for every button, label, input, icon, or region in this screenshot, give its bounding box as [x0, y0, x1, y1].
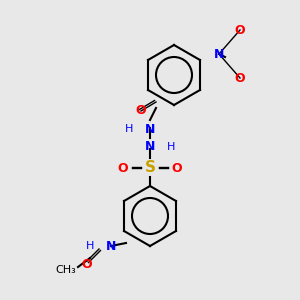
Text: N: N — [106, 239, 116, 253]
Text: O: O — [82, 257, 92, 271]
Text: O: O — [235, 71, 245, 85]
Text: H: H — [125, 124, 133, 134]
Text: S: S — [145, 160, 155, 175]
Text: H: H — [86, 241, 94, 251]
Text: O: O — [172, 161, 182, 175]
Text: N: N — [214, 47, 224, 61]
Text: H: H — [167, 142, 175, 152]
Text: CH₃: CH₃ — [56, 265, 76, 275]
Text: O: O — [235, 23, 245, 37]
Text: N: N — [145, 122, 155, 136]
Text: O: O — [118, 161, 128, 175]
Text: O: O — [136, 104, 146, 118]
Text: N: N — [145, 140, 155, 154]
